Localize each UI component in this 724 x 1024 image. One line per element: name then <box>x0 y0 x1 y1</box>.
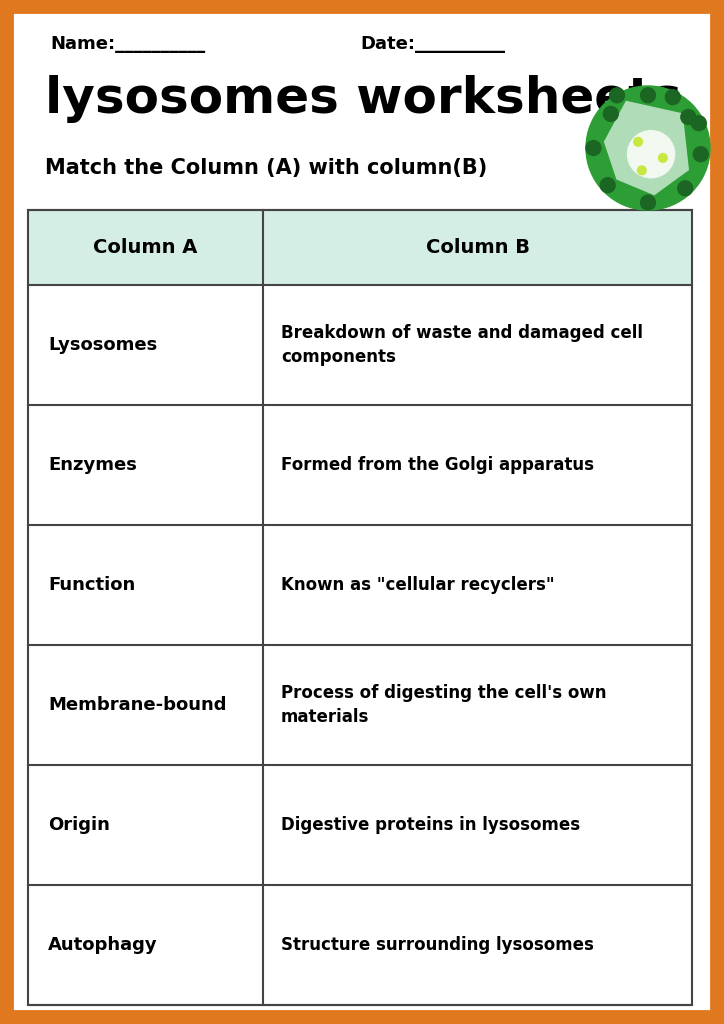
Circle shape <box>586 140 601 156</box>
Circle shape <box>634 137 642 146</box>
Bar <box>28 765 692 885</box>
Polygon shape <box>605 101 689 195</box>
Circle shape <box>694 146 708 162</box>
Text: Process of digesting the cell's own
materials: Process of digesting the cell's own mate… <box>281 684 607 726</box>
Text: Autophagy: Autophagy <box>48 936 158 954</box>
Bar <box>28 210 692 1005</box>
Text: Enzymes: Enzymes <box>48 456 137 474</box>
Text: Date:__________: Date:__________ <box>360 35 505 53</box>
Circle shape <box>691 116 707 131</box>
Bar <box>28 645 692 765</box>
Text: Membrane-bound: Membrane-bound <box>48 696 227 714</box>
Text: Match the Column (A) with column(B): Match the Column (A) with column(B) <box>45 158 487 178</box>
Circle shape <box>603 106 618 121</box>
Circle shape <box>659 154 668 162</box>
Text: Name:__________: Name:__________ <box>50 35 205 53</box>
Text: Column B: Column B <box>426 238 529 257</box>
Bar <box>28 406 692 525</box>
Circle shape <box>681 110 696 125</box>
Text: Column A: Column A <box>93 238 198 257</box>
Text: Formed from the Golgi apparatus: Formed from the Golgi apparatus <box>281 456 594 474</box>
Text: Breakdown of waste and damaged cell
components: Breakdown of waste and damaged cell comp… <box>281 325 643 366</box>
Text: Function: Function <box>48 575 135 594</box>
Bar <box>28 885 692 1005</box>
Circle shape <box>678 181 693 196</box>
Circle shape <box>586 86 710 210</box>
Text: Known as "cellular recyclers": Known as "cellular recyclers" <box>281 575 555 594</box>
Text: Structure surrounding lysosomes: Structure surrounding lysosomes <box>281 936 594 954</box>
Bar <box>28 210 692 285</box>
Circle shape <box>628 131 675 178</box>
Circle shape <box>641 196 655 210</box>
Text: Origin: Origin <box>48 816 110 834</box>
Text: lysosomes worksheets: lysosomes worksheets <box>45 75 682 123</box>
Bar <box>28 525 692 645</box>
Circle shape <box>600 178 615 193</box>
Text: Digestive proteins in lysosomes: Digestive proteins in lysosomes <box>281 816 580 834</box>
Circle shape <box>665 90 681 104</box>
Circle shape <box>637 166 646 175</box>
Circle shape <box>641 88 655 102</box>
Text: Lysosomes: Lysosomes <box>48 336 157 354</box>
Circle shape <box>610 88 624 102</box>
Bar <box>28 285 692 406</box>
